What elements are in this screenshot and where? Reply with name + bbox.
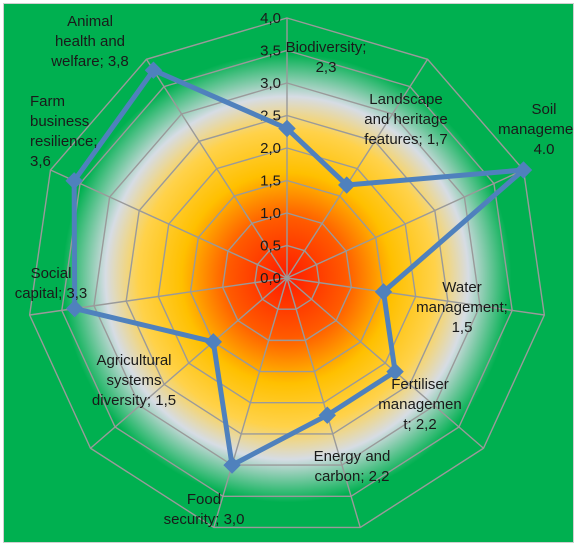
grid-ring xyxy=(93,82,481,466)
data-labels: Biodiversity; 2,3 Landscape and heritage fea… xyxy=(15,13,574,528)
tick-label: 1,5 xyxy=(260,173,281,190)
grid-ring xyxy=(189,179,385,373)
tick-label: 0,5 xyxy=(260,238,281,255)
grid-spoke xyxy=(286,277,484,449)
grid-spoke xyxy=(286,58,429,279)
tick-label: 3,5 xyxy=(260,43,281,60)
chart-frame: 0,0 0,5 1,0 1,5 2,0 2,5 3,0 3,5 4,0 Biodiversity… xyxy=(3,3,574,543)
series xyxy=(65,61,533,474)
data-point xyxy=(278,119,296,138)
grid-ring xyxy=(28,17,546,529)
tick-label: 3,0 xyxy=(260,75,281,92)
data-point xyxy=(204,333,223,351)
data-point xyxy=(514,161,533,179)
grid-spoke xyxy=(145,58,288,279)
data-point xyxy=(65,172,83,190)
data-point xyxy=(223,456,241,474)
data-label: Animal health and welfare; 3,8 xyxy=(50,13,129,70)
data-point xyxy=(144,61,163,79)
data-label: Food security; 3,0 xyxy=(164,491,245,528)
grid-ring xyxy=(254,244,320,310)
data-point xyxy=(338,176,356,194)
grid-ring xyxy=(221,212,353,342)
grid-spoke xyxy=(213,277,288,528)
data-label: Farm business resilience; 3,6 xyxy=(30,93,98,170)
tick-label: 0,0 xyxy=(260,270,281,287)
grid-ring xyxy=(61,49,513,497)
grid-spoke xyxy=(286,277,545,316)
grid-spoke xyxy=(50,169,288,279)
data-point xyxy=(374,283,393,301)
tick-label: 4,0 xyxy=(260,10,281,27)
data-point xyxy=(65,299,84,318)
data-label: Agricultural systems diversity; 1,5 xyxy=(92,352,176,409)
data-label: Social capital; 3,3 xyxy=(15,265,88,302)
data-label: Soilmanagement,4.0 xyxy=(498,101,574,158)
data-label: Energy and carbon; 2,2 xyxy=(314,448,391,485)
grid-spoke xyxy=(286,169,524,279)
data-label: Biodiversity; 2,3 xyxy=(286,39,367,76)
tick-label: 2,0 xyxy=(260,140,281,157)
data-label: Water management; 1,5 xyxy=(416,279,508,336)
series-line xyxy=(71,67,527,468)
grid-spoke xyxy=(286,277,361,528)
radar-chart: 0,00,51,01,52,02,53,03,54,0 Biodiversity… xyxy=(4,4,574,542)
radial-axis-ticks: 0,00,51,01,52,02,53,03,54,0 xyxy=(260,10,281,287)
data-label: Landscape and heritage features; 1,7 xyxy=(364,91,447,148)
grid-spoke xyxy=(90,277,288,449)
data-label: Fertiliser managemen t; 2,2 xyxy=(378,376,461,433)
tick-label: 1,0 xyxy=(260,205,281,222)
grid-ring xyxy=(157,147,417,404)
plot-background xyxy=(4,4,573,542)
data-point xyxy=(386,362,404,381)
data-point xyxy=(318,406,336,424)
